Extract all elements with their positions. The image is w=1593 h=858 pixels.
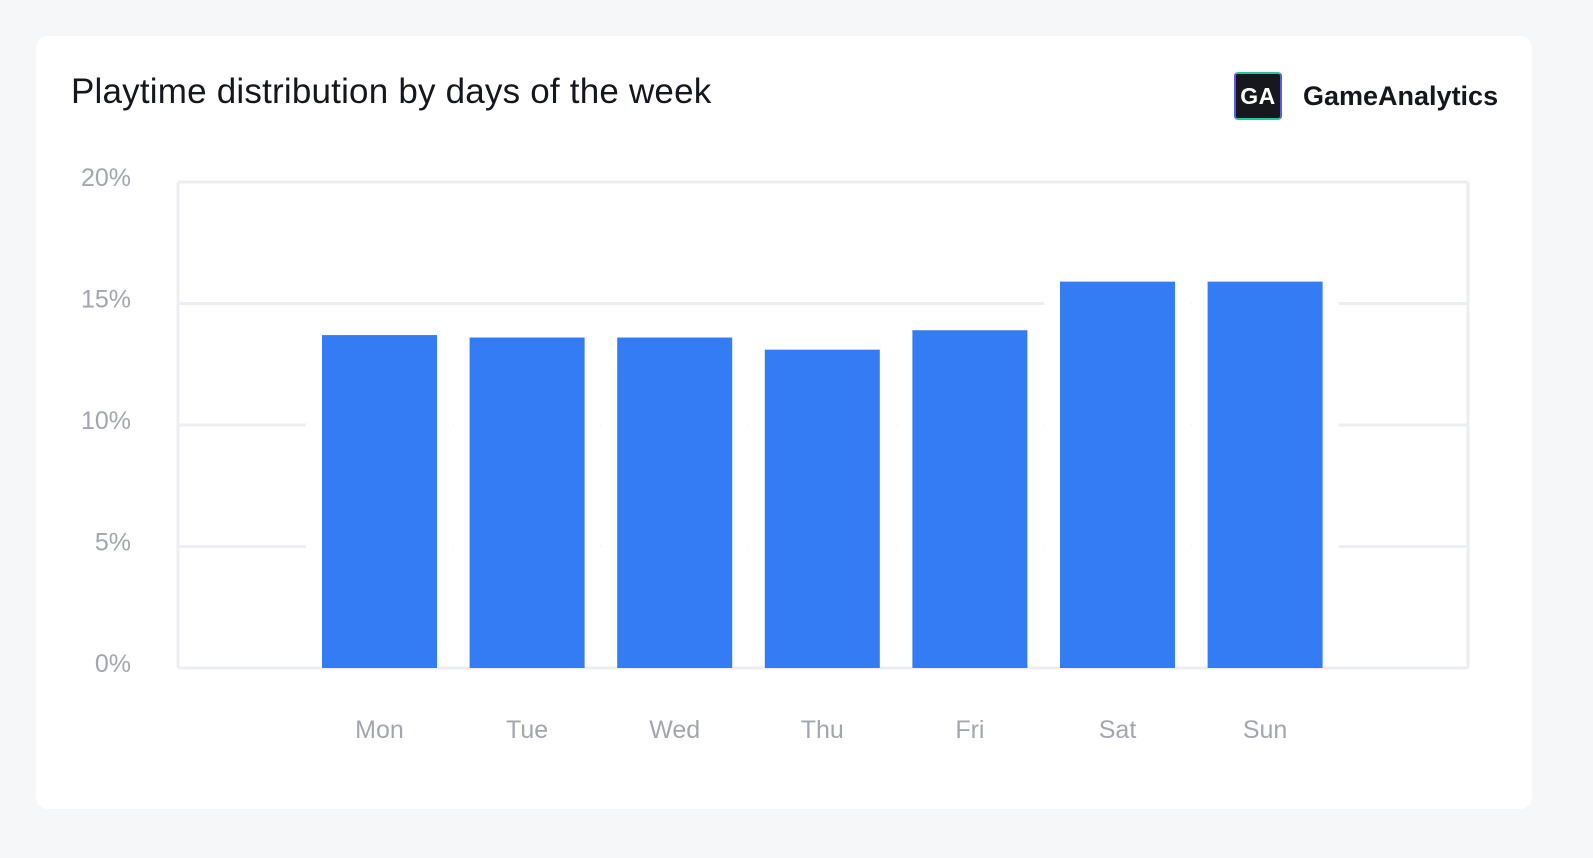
bar-fri — [912, 330, 1028, 668]
y-tick-label: 0% — [95, 650, 131, 678]
x-tick-label: Wed — [649, 716, 700, 744]
chart-title: Playtime distribution by days of the wee… — [71, 72, 712, 111]
y-axis-ticks: 0% 5% 10% 15% 20% — [81, 164, 131, 678]
x-axis-ticks: Mon Tue Wed Thu Fri Sat Sun — [355, 716, 1287, 744]
bar-sun — [1207, 281, 1323, 668]
gameanalytics-logo-icon: GA — [1234, 72, 1282, 120]
y-tick-label: 5% — [95, 529, 131, 557]
brand: GA GameAnalytics — [1234, 71, 1498, 121]
bars — [306, 281, 1339, 668]
brand-logo-text: GA — [1240, 82, 1276, 109]
bar-mon — [322, 335, 437, 668]
bar-thu — [764, 349, 880, 668]
bar-sat — [1060, 281, 1175, 668]
bar-wed — [617, 337, 733, 668]
x-tick-label: Fri — [955, 716, 984, 744]
x-tick-label: Thu — [801, 716, 844, 744]
x-tick-label: Sun — [1243, 716, 1287, 744]
y-tick-label: 10% — [81, 407, 131, 435]
y-tick-label: 15% — [81, 286, 131, 314]
bar-tue — [469, 337, 585, 668]
x-tick-label: Tue — [506, 716, 548, 744]
brand-name: GameAnalytics — [1303, 80, 1499, 111]
x-tick-label: Sat — [1099, 716, 1137, 744]
x-tick-label: Mon — [355, 716, 404, 744]
y-tick-label: 20% — [81, 164, 131, 192]
